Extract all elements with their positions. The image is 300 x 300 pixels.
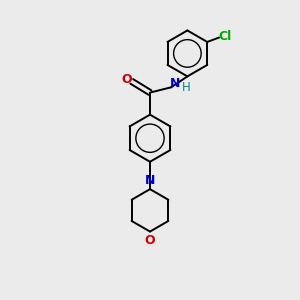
Text: O: O bbox=[145, 234, 155, 247]
Text: Cl: Cl bbox=[218, 29, 232, 43]
Text: H: H bbox=[182, 81, 190, 94]
Text: N: N bbox=[169, 77, 180, 90]
Text: N: N bbox=[145, 174, 155, 187]
Text: O: O bbox=[122, 74, 132, 86]
